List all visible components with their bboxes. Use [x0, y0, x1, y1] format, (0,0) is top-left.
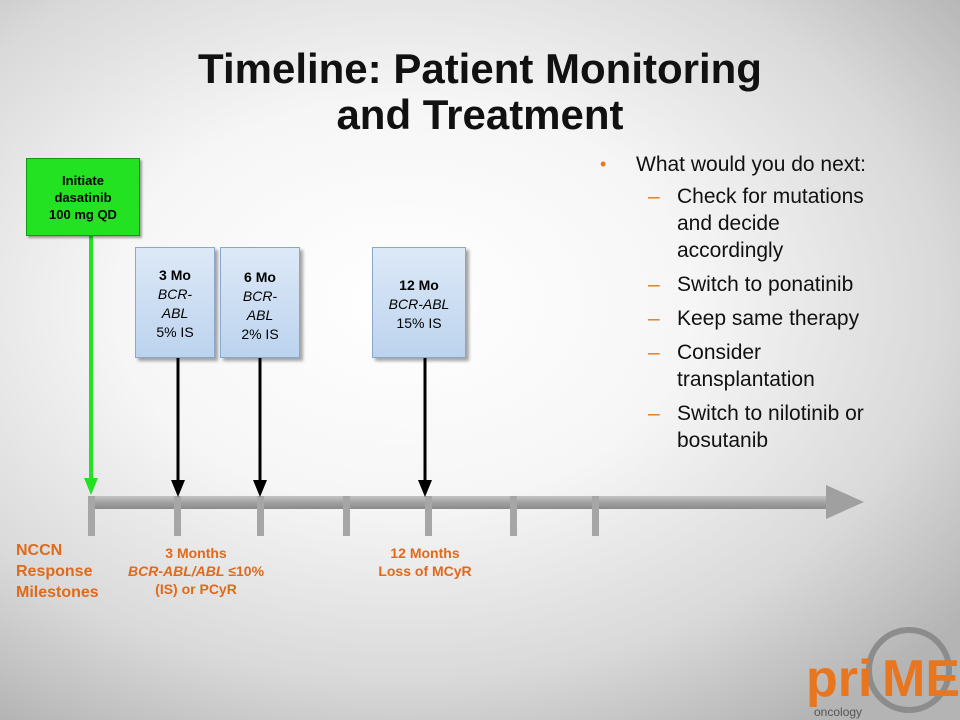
- answer-option: – Check for mutations and decide accordi…: [600, 183, 940, 264]
- page-title-line: and Treatment: [336, 91, 624, 138]
- milestone-arrow-head: [418, 480, 432, 497]
- initiate-therapy-box: Initiate dasatinib 100 mg QD: [26, 158, 140, 236]
- answer-option: – Switch to nilotinib or bosutanib: [600, 400, 940, 454]
- milestone-arrow-head: [171, 480, 185, 497]
- dash-icon: –: [648, 273, 660, 296]
- timeline-tick: [257, 496, 264, 536]
- timeline-tick: [592, 496, 599, 536]
- answer-option: – Keep same therapy: [600, 305, 940, 332]
- answer-option-line: and decide: [677, 212, 780, 235]
- milestone-assay: BCR-ABL: [388, 296, 450, 312]
- answer-option-line: transplantation: [677, 368, 815, 391]
- logo-text-me: ME: [882, 650, 960, 708]
- question-prompt-text: What would you do next:: [636, 153, 866, 176]
- milestone-heading: 3 Mo: [159, 267, 191, 283]
- timeline-tick: [174, 496, 181, 536]
- answer-option-line: accordingly: [677, 239, 784, 262]
- dash-icon: –: [648, 307, 660, 330]
- answer-option-line: Switch to ponatinib: [677, 273, 854, 296]
- milestone-value: 15% IS: [396, 315, 442, 331]
- milestone-value: 2% IS: [241, 326, 279, 342]
- answer-option-line: bosutanib: [677, 429, 769, 452]
- nccn-label-line: Response: [16, 563, 93, 580]
- milestone-assay: BCR-: [157, 286, 193, 302]
- response-milestone-12mo: 12 Months Loss of MCyR: [350, 544, 500, 580]
- milestone-heading: 6 Mo: [244, 269, 276, 285]
- timeline-tick: [510, 496, 517, 536]
- initiate-text: 100 mg QD: [49, 206, 117, 222]
- timeline-tick: [88, 496, 95, 536]
- nccn-label: NCCN Response Milestones: [16, 540, 99, 603]
- timeline-tick: [343, 496, 350, 536]
- start-arrow-head: [84, 478, 98, 495]
- initiate-text: dasatinib: [54, 189, 112, 205]
- question-prompt: • What would you do next:: [600, 152, 940, 177]
- milestone-assay: ABL: [161, 305, 189, 321]
- answer-option-line: Switch to nilotinib or: [677, 402, 864, 425]
- page-title: Timeline: Patient Monitoring and Treatme…: [0, 46, 960, 138]
- answer-option-line: Keep same therapy: [677, 307, 860, 330]
- response-milestone-line: 3 Months: [165, 545, 227, 561]
- milestone-assay: BCR-: [242, 288, 278, 304]
- response-milestone-line: Loss of MCyR: [378, 563, 472, 579]
- response-milestone-3mo: 3 Months BCR-ABL/ABL ≤10% (IS) or PCyR: [110, 544, 282, 598]
- milestone-box-12mo: 12 Mo BCR-ABL 15% IS: [372, 247, 466, 358]
- milestone-heading: 12 Mo: [399, 277, 439, 293]
- answer-option: – Consider transplantation: [600, 339, 940, 393]
- response-milestone-line: (IS) or PCyR: [155, 581, 237, 597]
- initiate-text: Initiate: [62, 172, 104, 188]
- logo-text-oncology: oncology: [814, 705, 862, 719]
- milestone-box-6mo: 6 Mo BCR- ABL 2% IS: [220, 247, 300, 358]
- response-milestone-line: 12 Months: [390, 545, 460, 561]
- dash-icon: –: [648, 185, 660, 208]
- bullet-dot-icon: •: [600, 154, 607, 174]
- milestone-box-3mo: 3 Mo BCR- ABL 5% IS: [135, 247, 215, 358]
- page-title-line: Timeline: Patient Monitoring: [198, 45, 762, 92]
- dash-icon: –: [648, 341, 660, 364]
- response-milestone-assay: BCR-ABL/ABL: [127, 563, 225, 579]
- timeline-axis-arrowhead: [826, 485, 864, 519]
- nccn-label-line: NCCN: [16, 542, 63, 559]
- answer-option-line: Check for mutations: [677, 185, 864, 208]
- question-bullets: • What would you do next: – Check for mu…: [600, 152, 940, 454]
- dash-icon: –: [648, 402, 660, 425]
- timeline-axis: [91, 496, 829, 509]
- milestone-assay: ABL: [246, 307, 274, 323]
- response-milestone-threshold: ≤10%: [224, 563, 265, 579]
- response-milestone-line: BCR-ABL/ABL ≤10%: [110, 562, 282, 580]
- timeline-tick: [425, 496, 432, 536]
- answer-option: – Switch to ponatinib: [600, 271, 940, 298]
- milestone-arrow-head: [253, 480, 267, 497]
- prime-oncology-logo: pri ME oncology: [806, 627, 960, 719]
- logo-text-pri: pri: [806, 650, 872, 708]
- milestone-value: 5% IS: [156, 324, 194, 340]
- nccn-label-line: Milestones: [16, 584, 99, 601]
- answer-option-line: Consider: [677, 341, 762, 364]
